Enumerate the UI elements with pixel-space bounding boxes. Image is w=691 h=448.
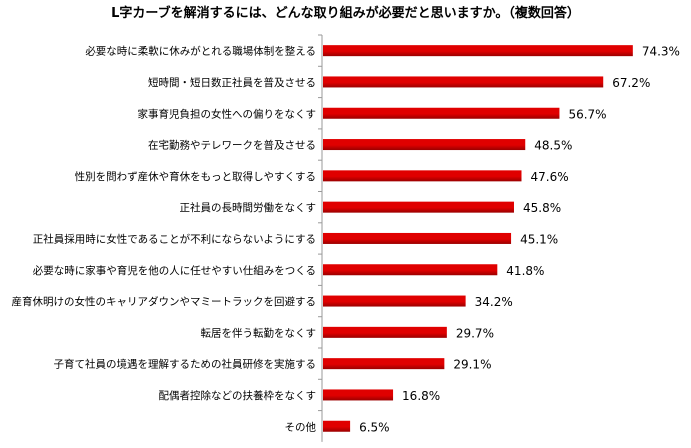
category-label: 家事育児負担の女性への偏りをなくす	[138, 107, 317, 120]
category-label: 性別を問わず産休や育休をもっと取得しやすくする	[75, 170, 316, 183]
category-label: 正社員採用時に女性であることが不利にならないようにする	[33, 232, 316, 245]
bar	[323, 264, 498, 276]
category-label: 産育休明けの女性のキャリアダウンやマミートラックを回避する	[12, 295, 317, 308]
bar	[323, 201, 514, 213]
category-label: その他	[285, 420, 317, 433]
category-label: 必要な時に柔軟に休みがとれる職場体制を整える	[85, 45, 316, 58]
value-label: 29.1%	[453, 358, 491, 372]
bar	[323, 326, 447, 338]
bar	[323, 107, 560, 119]
value-label: 41.8%	[506, 264, 544, 278]
bar	[323, 358, 445, 370]
value-label: 47.6%	[530, 170, 568, 184]
value-label: 67.2%	[612, 76, 650, 90]
bar	[323, 139, 526, 151]
bar	[323, 232, 512, 244]
category-label: 必要な時に家事や育児を他の人に任せやすい仕組みをつくる	[33, 264, 316, 277]
bar	[323, 389, 394, 401]
value-label: 6.5%	[359, 420, 390, 434]
bar	[323, 420, 351, 432]
bar	[323, 76, 604, 88]
value-label: 16.8%	[402, 389, 440, 403]
value-label: 45.8%	[523, 201, 561, 215]
chart-title: L字カーブを解消するには、どんな取り組みが必要だと思いますか。（複数回答）	[111, 6, 580, 21]
value-label: 74.3%	[642, 45, 680, 59]
bar	[323, 170, 522, 182]
bar	[323, 45, 633, 57]
category-label: 正社員の長時間労働をなくす	[180, 201, 317, 214]
category-label: 在宅勤務やテレワークを普及させる	[148, 139, 316, 152]
value-label: 29.7%	[456, 326, 494, 340]
category-label: 短時間・短日数正社員を普及させる	[148, 76, 316, 89]
category-label: 転居を伴う転勤をなくす	[201, 326, 317, 339]
category-label: 子育て社員の境遇を理解するための社員研修を実施する	[54, 358, 317, 371]
category-label: 配偶者控除などの扶養枠をなくす	[159, 389, 317, 402]
value-label: 56.7%	[568, 107, 606, 121]
value-label: 34.2%	[475, 295, 513, 309]
bar	[323, 295, 466, 307]
value-label: 45.1%	[520, 232, 558, 246]
value-label: 48.5%	[534, 139, 572, 153]
